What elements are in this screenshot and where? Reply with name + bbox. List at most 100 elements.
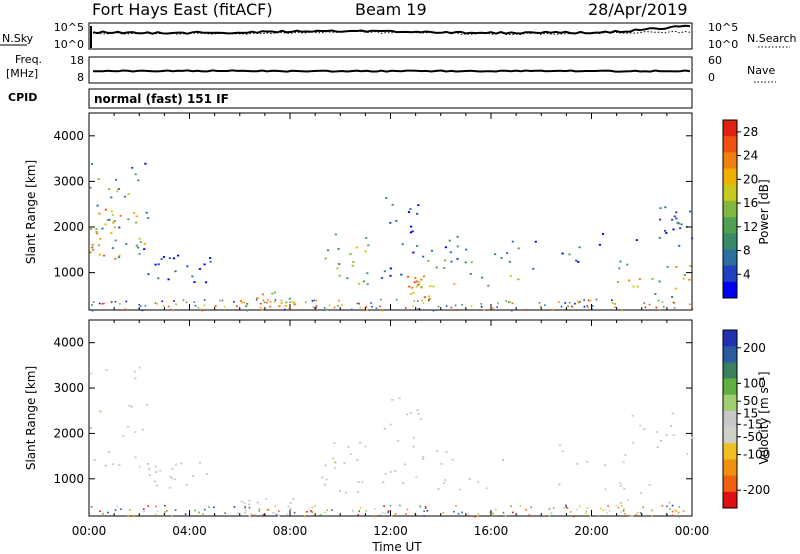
velocity-noise-cell xyxy=(442,511,445,514)
power-echo-cell xyxy=(204,281,208,284)
power-echo-cell xyxy=(664,229,667,232)
velocity-noise-cell xyxy=(390,515,393,517)
freq-left-tick-bottom: 8 xyxy=(77,71,84,84)
power-noise-cell xyxy=(480,303,482,305)
velocity-echo-cell xyxy=(128,404,131,407)
power-echo-cell xyxy=(125,243,128,245)
velocity-echo-cell xyxy=(323,483,326,486)
velocity-noise-cell xyxy=(604,508,607,511)
velocity-echo-cell xyxy=(321,476,324,479)
colorbar-swatch xyxy=(723,217,737,234)
power-echo-cell xyxy=(429,285,432,288)
power-echo-cell xyxy=(123,195,127,198)
nave-right-tick-bottom: 0 xyxy=(708,71,715,84)
velocity-noise-cell xyxy=(203,508,206,511)
velocity-noise-cell xyxy=(248,506,251,509)
power-noise-cell xyxy=(194,305,197,307)
velocity-noise-cell xyxy=(424,507,427,509)
velocity-noise-cell xyxy=(624,513,626,515)
power-echo-cell xyxy=(246,303,249,305)
velocity-echo-cell xyxy=(604,488,607,491)
power-noise-cell xyxy=(539,305,542,308)
velocity-echo-cell xyxy=(406,413,409,416)
power-panel-frame xyxy=(88,112,693,311)
velocity-noise-cell xyxy=(224,512,226,514)
power-echo-cell xyxy=(561,252,564,255)
power-noise-cell xyxy=(480,306,483,308)
velocity-noise-cell xyxy=(331,509,333,511)
velocity-echo-cell xyxy=(361,481,364,484)
power-noise-cell xyxy=(366,309,369,311)
power-noise-cell xyxy=(507,301,510,303)
power-echo-cell xyxy=(167,278,170,281)
velocity-noise-cell xyxy=(586,507,589,509)
colorbar-swatch xyxy=(723,394,737,412)
power-noise-cell xyxy=(576,300,579,302)
velocity-noise-cell xyxy=(166,510,168,512)
power-noise-cell xyxy=(673,307,676,309)
power-noise-cell xyxy=(380,298,382,301)
power-noise-cell xyxy=(611,299,613,301)
velocity-noise-cell xyxy=(589,515,592,517)
power-noise-cell xyxy=(263,301,266,304)
power-noise-cell xyxy=(243,301,246,304)
velocity-noise-cell xyxy=(455,505,457,507)
power-noise-cell xyxy=(510,309,513,312)
velocity-noise-cell xyxy=(311,506,314,509)
power-noise-cell xyxy=(236,305,238,307)
power-echo-cell xyxy=(111,214,114,216)
power-noise-cell xyxy=(124,308,126,310)
velocity-noise-cell xyxy=(237,512,239,514)
power-echo-cell xyxy=(456,258,459,260)
time-x-axis: 00:00 04:00 08:00 12:00 16:00 20:00 00:00 xyxy=(72,524,710,538)
power-echo-cell xyxy=(414,276,417,279)
power-echo-cell xyxy=(469,273,472,275)
power-echo-cell xyxy=(160,258,163,260)
velocity-echo-cell xyxy=(169,475,172,478)
power-echo-cell xyxy=(135,215,138,218)
velocity-echo-cell xyxy=(198,461,202,464)
power-noise-cell xyxy=(241,301,243,304)
velocity-echo-cell xyxy=(130,405,133,408)
power-echo-layer xyxy=(89,162,694,312)
power-echo-cell xyxy=(157,263,160,266)
velocity-echo-cell xyxy=(668,501,671,504)
power-echo-cell xyxy=(456,245,459,248)
velocity-echo-cell xyxy=(168,486,171,489)
velocity-noise-cell xyxy=(274,505,276,507)
velocity-noise-cell xyxy=(674,509,677,512)
velocity-echo-cell xyxy=(421,458,425,460)
velocity-noise-cell xyxy=(352,510,354,512)
velocity-noise-cell xyxy=(258,508,261,510)
power-noise-cell xyxy=(379,305,381,308)
colorbar-tick-label: -200 xyxy=(743,483,770,497)
velocity-echo-cell xyxy=(153,480,156,483)
power-noise-cell xyxy=(371,306,373,308)
power-echo-cell xyxy=(410,225,413,228)
velocity-noise-cell xyxy=(573,515,575,518)
colorbar-tick-label: 8 xyxy=(743,244,751,258)
power-echo-cell xyxy=(127,193,130,195)
power-noise-cell xyxy=(197,307,200,309)
power-echo-cell xyxy=(349,253,352,255)
power-noise-cell xyxy=(583,305,586,308)
power-noise-cell xyxy=(591,305,594,307)
power-noise-cell xyxy=(103,302,105,305)
velocity-noise-cell xyxy=(617,506,620,509)
power-echo-cell xyxy=(278,305,281,308)
power-echo-cell xyxy=(450,260,453,263)
power-noise-cell xyxy=(315,305,318,307)
velocity-echo-cell xyxy=(558,483,561,486)
power-echo-cell xyxy=(147,217,150,219)
power-echo-cell xyxy=(135,244,138,247)
power-noise-cell xyxy=(663,306,665,308)
colorbar-swatch xyxy=(723,184,737,202)
noise-right-tick-bottom: 10^0 xyxy=(708,38,738,51)
velocity-echo-cell xyxy=(173,478,177,481)
power-colorbar: 4 8 12 16 20 24 28 xyxy=(722,119,758,299)
velocity-noise-cell xyxy=(457,512,460,515)
power-noise-cell xyxy=(91,309,94,312)
velocity-noise-cell xyxy=(233,506,236,508)
power-noise-cell xyxy=(497,302,499,304)
power-echo-cell xyxy=(675,217,678,220)
